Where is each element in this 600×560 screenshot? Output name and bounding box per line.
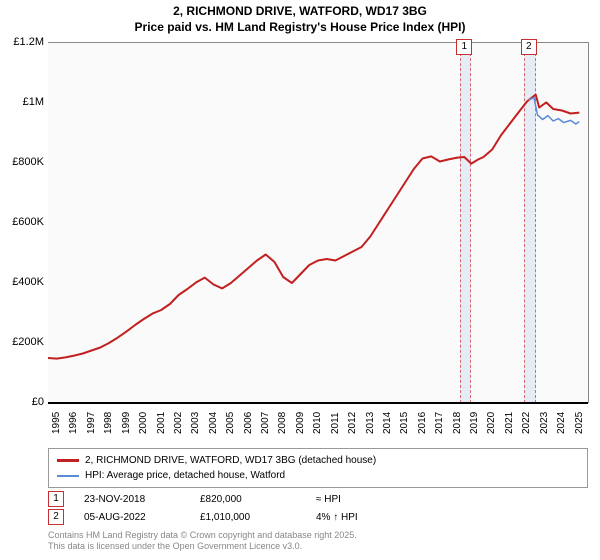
x-tick-label: 1999: [121, 412, 132, 434]
x-tick-label: 2012: [347, 412, 358, 434]
x-tick-label: 2025: [574, 412, 585, 434]
x-tick-label: 1998: [103, 412, 114, 434]
transactions-table: 1 23-NOV-2018£820,000≈ HPI 2 05-AUG-2022£1,…: [48, 490, 588, 526]
transaction-flag: 1: [48, 491, 64, 507]
x-tick-label: 2022: [521, 412, 532, 434]
transaction-row: 1 23-NOV-2018£820,000≈ HPI: [48, 490, 588, 508]
x-tick-label: 2003: [190, 412, 201, 434]
x-tick-label: 2017: [434, 412, 445, 434]
x-tick-label: 2010: [312, 412, 323, 434]
x-tick-label: 2006: [243, 412, 254, 434]
x-tick-label: 1996: [68, 412, 79, 434]
legend-label: 2, RICHMOND DRIVE, WATFORD, WD17 3BG (de…: [85, 455, 376, 466]
series-line-hpi: [529, 98, 580, 124]
y-tick-label: £1.2M: [0, 36, 44, 48]
x-tick-label: 2016: [417, 412, 428, 434]
x-tick-label: 2018: [452, 412, 463, 434]
transaction-date: 05-AUG-2022: [84, 512, 200, 523]
y-tick-label: £400K: [0, 276, 44, 288]
attribution-line-1: Contains HM Land Registry data © Crown c…: [48, 530, 588, 541]
x-tick-label: 2015: [399, 412, 410, 434]
series-line-price_paid: [48, 95, 579, 359]
chart-container: 2, RICHMOND DRIVE, WATFORD, WD17 3BG Pri…: [0, 0, 600, 560]
legend-swatch: [57, 475, 79, 477]
transaction-vs-hpi: 4% ↑ HPI: [316, 512, 432, 523]
title-line-2: Price paid vs. HM Land Registry's House …: [0, 20, 600, 36]
x-tick-label: 1995: [51, 412, 62, 434]
x-tick-label: 2004: [208, 412, 219, 434]
attribution: Contains HM Land Registry data © Crown c…: [48, 530, 588, 553]
legend-label: HPI: Average price, detached house, Watf…: [85, 470, 285, 481]
x-axis-labels: 1995 1996 1997 1998 1999 2000 2001 2002 2003 2004…: [48, 404, 588, 444]
title-line-1: 2, RICHMOND DRIVE, WATFORD, WD17 3BG: [0, 4, 600, 20]
line-series: [48, 43, 588, 403]
x-tick-label: 2019: [469, 412, 480, 434]
attribution-line-2: This data is licensed under the Open Gov…: [48, 541, 588, 552]
x-tick-label: 2001: [156, 412, 167, 434]
x-tick-label: 2024: [556, 412, 567, 434]
x-tick-label: 2021: [504, 412, 515, 434]
legend: 2, RICHMOND DRIVE, WATFORD, WD17 3BG (de…: [48, 448, 588, 488]
x-tick-label: 2009: [295, 412, 306, 434]
x-tick-label: 1997: [86, 412, 97, 434]
legend-swatch: [57, 459, 79, 462]
y-tick-label: £600K: [0, 216, 44, 228]
plot-area: 12: [48, 42, 589, 403]
transaction-price: £820,000: [200, 494, 316, 505]
x-tick-label: 2014: [382, 412, 393, 434]
x-tick-label: 2011: [330, 412, 341, 434]
x-tick-label: 2023: [539, 412, 550, 434]
x-tick-label: 2008: [277, 412, 288, 434]
transaction-row: 2 05-AUG-2022£1,010,0004% ↑ HPI: [48, 508, 588, 526]
y-tick-label: £800K: [0, 156, 44, 168]
transaction-price: £1,010,000: [200, 512, 316, 523]
x-tick-label: 2020: [486, 412, 497, 434]
x-tick-label: 2005: [225, 412, 236, 434]
y-tick-label: £0: [0, 396, 44, 408]
x-tick-label: 2002: [173, 412, 184, 434]
transaction-vs-hpi: ≈ HPI: [316, 494, 432, 505]
x-tick-label: 2007: [260, 412, 271, 434]
transaction-date: 23-NOV-2018: [84, 494, 200, 505]
legend-item: 2, RICHMOND DRIVE, WATFORD, WD17 3BG (de…: [57, 453, 579, 468]
transaction-flag: 2: [48, 509, 64, 525]
legend-item: HPI: Average price, detached house, Watf…: [57, 468, 579, 483]
chart-title: 2, RICHMOND DRIVE, WATFORD, WD17 3BG Pri…: [0, 0, 600, 35]
x-tick-label: 2013: [365, 412, 376, 434]
y-tick-label: £1M: [0, 96, 44, 108]
y-tick-label: £200K: [0, 336, 44, 348]
x-tick-label: 2000: [138, 412, 149, 434]
